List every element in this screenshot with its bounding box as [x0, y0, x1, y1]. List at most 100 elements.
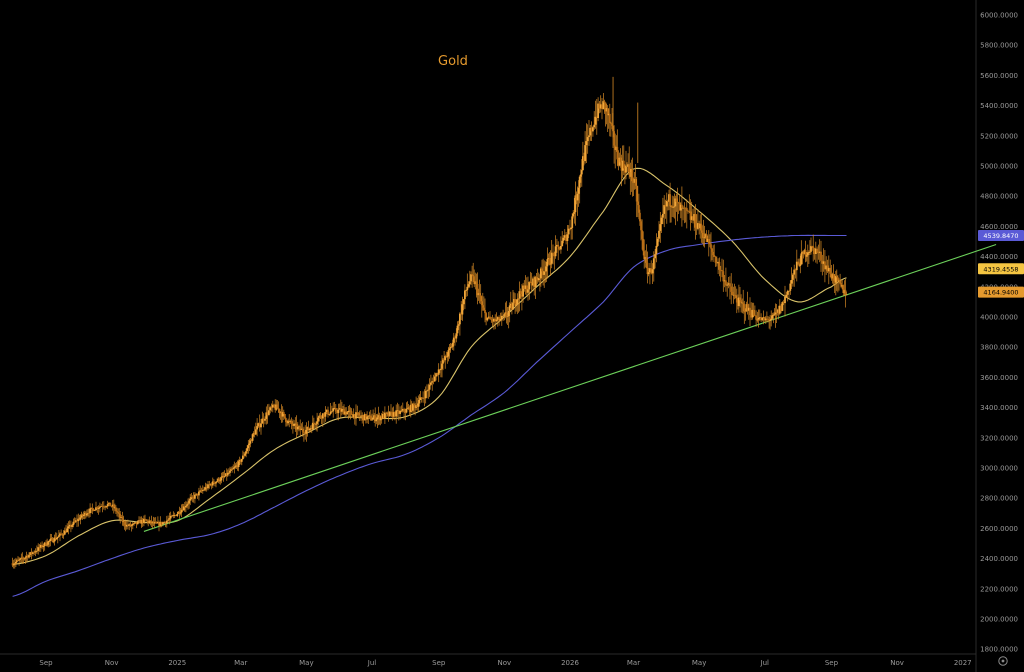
- candle-body: [739, 297, 741, 301]
- candle-body: [837, 277, 839, 282]
- candle-body: [575, 195, 578, 201]
- candle-body: [760, 317, 762, 321]
- candle-body: [781, 302, 784, 311]
- candle-body: [519, 291, 522, 295]
- candle-body: [405, 408, 408, 413]
- candle-body: [300, 428, 303, 430]
- candle-body: [721, 270, 723, 272]
- candle-body: [332, 408, 335, 412]
- candle-body: [516, 299, 519, 305]
- candle-body: [181, 509, 184, 511]
- x-tick-label: Nov: [890, 659, 904, 667]
- candle-body: [248, 443, 251, 446]
- candle-body: [599, 104, 602, 109]
- candle-body: [86, 513, 88, 516]
- candle-body: [226, 472, 229, 476]
- candle-body: [244, 453, 246, 456]
- candle-body: [293, 423, 295, 426]
- candle-body: [287, 420, 289, 424]
- candle-body: [700, 223, 703, 231]
- candle-body: [247, 445, 250, 449]
- candle-body: [13, 563, 16, 565]
- candle-body: [87, 513, 89, 514]
- candle-body: [219, 480, 222, 482]
- candle-body: [446, 356, 449, 358]
- candle-body: [697, 223, 699, 229]
- candle-body: [451, 342, 454, 347]
- candle-body: [776, 309, 779, 313]
- candle-body: [114, 507, 116, 509]
- candle-body: [539, 278, 541, 279]
- candle-body: [401, 409, 404, 411]
- candle-body: [476, 284, 479, 296]
- candle-body: [784, 297, 786, 304]
- candle-body: [396, 410, 399, 412]
- candle-body: [528, 281, 531, 290]
- candle-body: [240, 459, 243, 462]
- candle-body: [349, 410, 352, 412]
- candle-body: [141, 519, 144, 523]
- candle-body: [237, 461, 240, 467]
- candle-body: [545, 266, 548, 272]
- candle-body: [456, 325, 459, 334]
- candle-body: [245, 451, 247, 454]
- candle-body: [180, 509, 183, 513]
- candle-body: [572, 213, 575, 217]
- candle-body: [163, 522, 166, 523]
- candle-body: [444, 356, 447, 361]
- candle-body: [269, 407, 272, 411]
- candle-body: [327, 409, 329, 415]
- candle-body: [714, 256, 717, 263]
- candle-body: [369, 415, 372, 421]
- candle-body: [822, 261, 825, 264]
- candle-body: [633, 179, 636, 183]
- y-tick-label: 2200.0000: [980, 585, 1018, 593]
- candle-body: [620, 162, 623, 171]
- candle-body: [243, 455, 245, 457]
- y-tick-label: 5000.0000: [980, 163, 1018, 171]
- candle-body: [464, 290, 466, 300]
- candle-body: [186, 504, 188, 506]
- candle-body: [125, 524, 128, 527]
- candle-body: [299, 426, 302, 430]
- candle-body: [153, 522, 156, 524]
- candle-body: [25, 556, 28, 558]
- gear-icon[interactable]: [998, 656, 1008, 666]
- candle-body: [224, 473, 227, 476]
- candle-body: [205, 487, 208, 489]
- candle-body: [258, 423, 261, 428]
- candle-body: [317, 417, 320, 422]
- candle-body: [707, 239, 710, 244]
- candle-body: [692, 216, 694, 221]
- candle-body: [169, 515, 172, 519]
- candle-body: [131, 523, 134, 526]
- candle-body: [325, 409, 328, 412]
- price-labels: 4539.8470 4319.4558 4164.9400: [978, 229, 1024, 298]
- candle-body: [70, 524, 72, 527]
- candle-body: [826, 265, 829, 272]
- candle-body: [164, 522, 167, 524]
- candle-body: [544, 271, 547, 272]
- candle-body: [770, 318, 773, 321]
- candle-body: [639, 212, 641, 222]
- candle-body: [298, 426, 300, 428]
- candle-body: [556, 244, 558, 247]
- candle-body: [127, 524, 129, 527]
- candle-body: [722, 271, 725, 282]
- candle-body: [499, 318, 502, 321]
- candle-body: [536, 279, 539, 281]
- candle-body: [367, 415, 370, 417]
- candle-body: [597, 103, 599, 118]
- candle-body: [111, 504, 114, 507]
- candle-body: [260, 423, 262, 428]
- candle-body: [159, 521, 162, 526]
- price-axis[interactable]: 6000.0000 5800.0000 5600.0000 5400.0000 5200…: [980, 12, 1018, 654]
- x-tick-label: 2027: [954, 659, 972, 667]
- candle-body: [183, 506, 186, 508]
- candle-body: [699, 223, 702, 229]
- candle-body: [642, 238, 645, 252]
- time-axis[interactable]: Sep Nov 2025 Mar May Jul Sep Nov 2026 Mar May Jul Se…: [39, 659, 971, 667]
- candle-body: [275, 404, 278, 410]
- candle-body: [381, 414, 384, 419]
